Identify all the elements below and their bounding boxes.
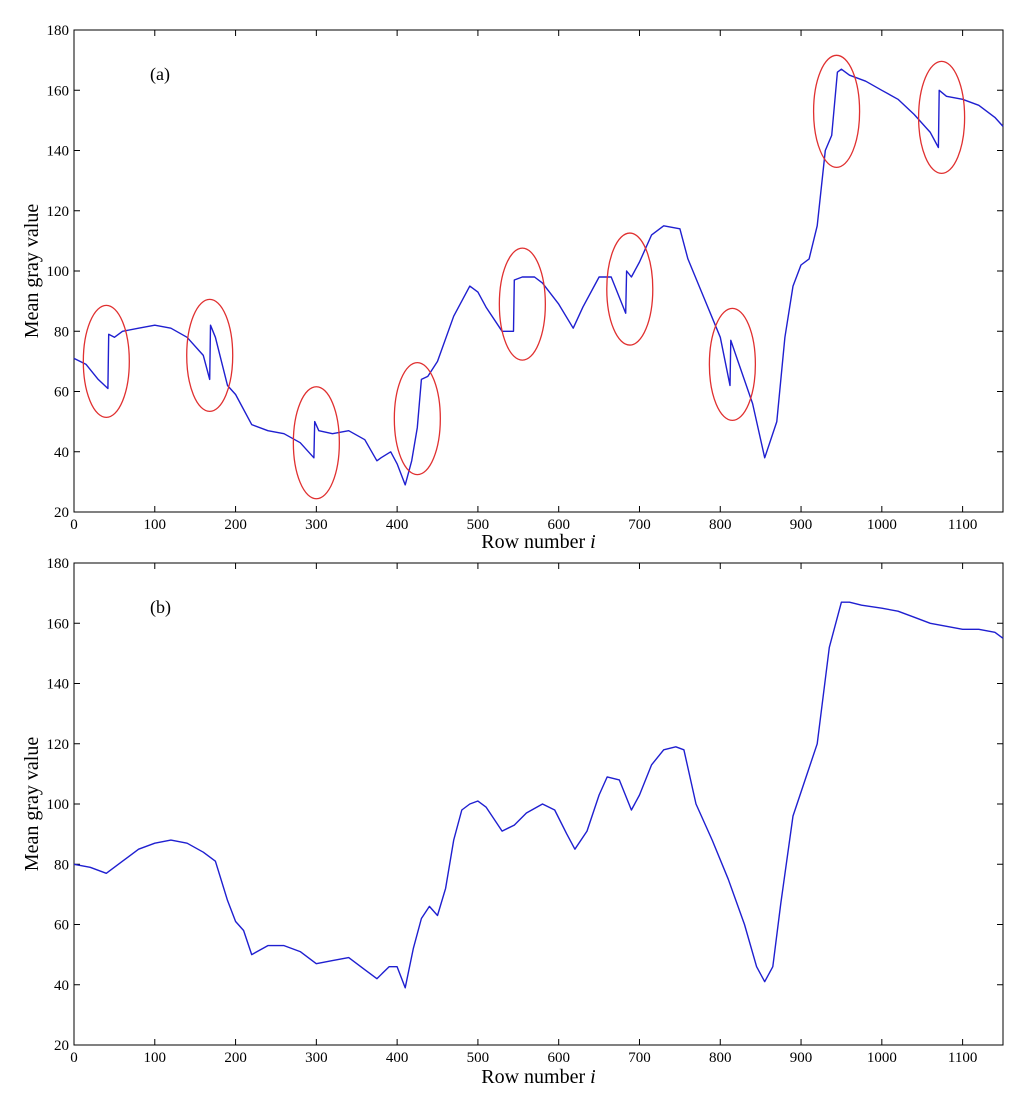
x-tick-label: 400 — [386, 517, 409, 533]
x-tick-label: 0 — [70, 1050, 78, 1066]
y-tick-label: 20 — [54, 1038, 69, 1054]
chart-panel-a: 0 100 200 300 400 500 600 700 800 900 1000 1100 20 40… — [21, 23, 1004, 553]
x-tick-label: 600 — [547, 517, 570, 533]
x-tick-label: 700 — [628, 517, 651, 533]
y-tick-label: 40 — [54, 978, 69, 994]
x-axis-label-text: Row number — [481, 1066, 590, 1088]
x-tick-label: 100 — [144, 1050, 167, 1066]
y-tick-label: 80 — [54, 324, 69, 340]
x-tick-label: 800 — [709, 1050, 732, 1066]
y-axis-label: Mean gray value — [21, 737, 43, 872]
y-tick-label: 80 — [54, 857, 69, 873]
x-axis-label-text: Row number — [481, 531, 590, 553]
y-tick-label: 100 — [47, 797, 70, 813]
y-axis-label: Mean gray value — [21, 204, 43, 339]
x-tick-label: 700 — [628, 1050, 651, 1066]
chart-panel-b: 0 100 200 300 400 500 600 700 800 900 1000 1100 20 40… — [21, 556, 1004, 1088]
y-tick-label: 180 — [47, 556, 70, 572]
y-tick-label: 140 — [47, 677, 70, 693]
highlight-ellipse — [82, 304, 130, 419]
highlight-ellipse — [186, 298, 234, 413]
y-tick-label: 60 — [54, 385, 69, 401]
y-tick-label: 180 — [47, 23, 70, 39]
x-tick-label: 0 — [70, 517, 78, 533]
y-tick-label: 40 — [54, 445, 69, 461]
highlight-ellipse — [292, 386, 340, 500]
x-axis-label-variable: i — [590, 1066, 596, 1088]
x-tick-label: 600 — [547, 1050, 570, 1066]
x-tick-label: 400 — [386, 1050, 409, 1066]
panel-label: (a) — [150, 64, 170, 85]
x-tick-label: 1100 — [948, 1050, 977, 1066]
x-tick-label: 200 — [224, 517, 247, 533]
x-tick-label: 1000 — [867, 517, 897, 533]
plot-frame — [73, 562, 1004, 1046]
highlight-ellipse — [393, 361, 441, 476]
highlight-ellipse — [606, 232, 654, 346]
x-axis-label: Row number i — [481, 1066, 595, 1088]
y-tick-label: 100 — [47, 264, 70, 280]
plot-frame — [73, 29, 1004, 513]
x-tick-label: 300 — [305, 1050, 328, 1066]
y-tick-label: 160 — [47, 83, 70, 99]
x-tick-label: 900 — [790, 1050, 813, 1066]
y-tick-label: 120 — [47, 204, 70, 220]
highlight-ellipse — [708, 307, 757, 422]
x-tick-label: 500 — [467, 517, 490, 533]
x-tick-label: 500 — [467, 1050, 490, 1066]
x-tick-label: 100 — [144, 517, 167, 533]
y-tick-label: 160 — [47, 616, 70, 632]
x-tick-label: 1000 — [867, 1050, 897, 1066]
panel-label: (b) — [150, 597, 171, 618]
x-axis-label: Row number i — [481, 531, 595, 553]
highlight-ellipse — [498, 247, 546, 361]
x-axis-label-variable: i — [590, 531, 596, 553]
series-line — [73, 68, 1004, 486]
highlight-ellipse — [812, 54, 861, 168]
y-tick-label: 60 — [54, 918, 69, 934]
x-tick-label: 1100 — [948, 517, 977, 533]
y-tick-label: 120 — [47, 737, 70, 753]
x-tick-label: 300 — [305, 517, 328, 533]
x-tick-label: 900 — [790, 517, 813, 533]
y-tick-label: 140 — [47, 144, 70, 160]
highlight-ellipse — [917, 60, 966, 175]
x-tick-label: 200 — [224, 1050, 247, 1066]
x-tick-label: 800 — [709, 517, 732, 533]
series-line — [73, 601, 1004, 989]
y-tick-label: 20 — [54, 505, 69, 521]
